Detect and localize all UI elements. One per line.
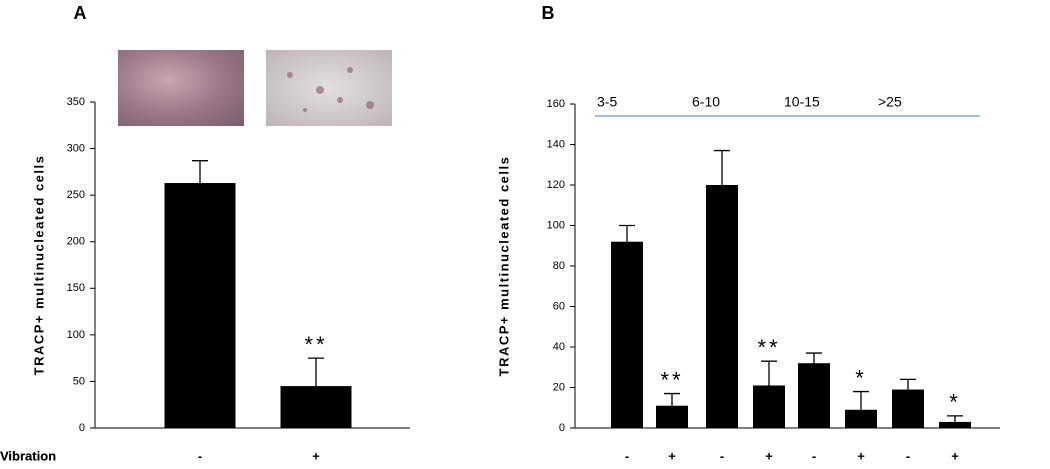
bar	[753, 385, 785, 428]
x-tick-label: -	[906, 448, 910, 463]
significance-label: **	[304, 332, 327, 357]
y-tick-label: 350	[67, 96, 85, 108]
significance-label: **	[757, 335, 780, 360]
bar	[892, 389, 924, 428]
y-tick-label: 20	[553, 381, 565, 393]
y-tick-label: 40	[553, 341, 565, 353]
group-label: >25	[878, 94, 902, 110]
error-bar	[947, 415, 963, 422]
y-tick-label: 60	[553, 300, 565, 312]
x-row-label: Vibration	[0, 448, 56, 463]
y-tick-label: 0	[79, 422, 85, 434]
significance-label: **	[660, 367, 683, 392]
y-tick-label: 0	[559, 422, 565, 434]
error-bar	[619, 224, 635, 242]
error-bar	[806, 352, 822, 364]
y-tick-label: 50	[73, 375, 85, 387]
x-tick-label: +	[951, 448, 959, 463]
x-tick-label: +	[312, 448, 320, 463]
micrograph-texture	[287, 67, 374, 112]
y-tick-label: 150	[67, 282, 85, 294]
y-tick-label: 300	[67, 142, 85, 154]
x-tick-label: +	[765, 448, 773, 463]
significance-label: *	[949, 390, 961, 415]
x-tick-label: -	[720, 448, 724, 463]
y-tick-label: 100	[547, 219, 565, 231]
error-bar	[853, 390, 869, 410]
x-tick-label: +	[857, 448, 865, 463]
y-tick-label: 140	[547, 138, 565, 150]
group-label: 6-10	[692, 94, 720, 110]
y-axis-label: TRACP+ multinucleated cells	[31, 155, 46, 376]
x-tick-label: -	[198, 448, 202, 463]
error-bar	[308, 357, 324, 387]
error-bar	[192, 160, 208, 184]
bar	[706, 185, 738, 428]
bar	[656, 405, 688, 428]
group-label: 10-15	[784, 94, 820, 110]
x-tick-label: -	[625, 448, 629, 463]
bar	[611, 241, 643, 428]
y-tick-label: 120	[547, 179, 565, 191]
x-tick-label: -	[812, 448, 816, 463]
significance-label: *	[855, 365, 867, 390]
bar	[798, 363, 830, 428]
bar	[164, 183, 236, 428]
bar	[280, 386, 352, 428]
error-bar	[714, 149, 730, 185]
y-tick-label: 200	[67, 236, 85, 248]
micrograph	[266, 50, 392, 126]
x-tick-label: +	[668, 448, 676, 463]
y-tick-label: 250	[67, 189, 85, 201]
panel-label: B	[542, 3, 555, 23]
y-tick-label: 160	[547, 98, 565, 110]
micrograph	[118, 50, 244, 126]
bar	[939, 421, 971, 428]
y-tick-label: 100	[67, 329, 85, 341]
error-bar	[900, 378, 916, 390]
error-bar	[761, 360, 777, 386]
y-tick-label: 80	[553, 260, 565, 272]
x-row-label: Vibration	[0, 448, 56, 463]
group-label: 3-5	[597, 94, 617, 110]
panel-label: A	[74, 3, 87, 23]
y-axis-label: TRACP+ multinucleated cells	[496, 156, 511, 377]
error-bar	[664, 392, 680, 406]
bar	[845, 409, 877, 428]
